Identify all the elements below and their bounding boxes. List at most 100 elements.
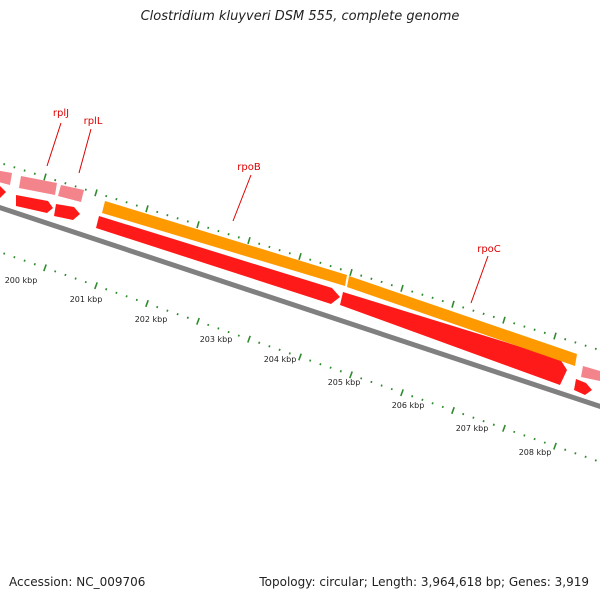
minor-tick	[33, 172, 36, 175]
minor-tick	[462, 306, 465, 309]
gene-feature	[54, 204, 80, 220]
minor-tick	[421, 293, 424, 296]
major-tick	[298, 353, 302, 361]
minor-tick	[390, 387, 393, 391]
major-tick	[451, 300, 455, 308]
gene-feature	[581, 366, 600, 381]
minor-tick	[380, 384, 383, 387]
minor-tick	[156, 305, 159, 309]
minor-tick	[421, 398, 424, 401]
minor-tick	[125, 295, 128, 298]
minor-tick	[288, 252, 291, 255]
minor-tick	[3, 252, 6, 255]
minor-tick	[329, 264, 332, 268]
gene-label-rpoC: rpoC	[477, 244, 501, 255]
scale-label: 202 kbp	[135, 315, 168, 324]
scale-label: 206 kbp	[392, 401, 425, 410]
minor-tick	[258, 242, 261, 245]
minor-tick	[523, 434, 526, 437]
minor-tick	[513, 430, 516, 434]
major-tick	[145, 205, 149, 213]
minor-tick	[584, 455, 587, 459]
minor-tick	[135, 298, 138, 302]
minor-tick	[74, 185, 77, 188]
minor-tick	[176, 313, 179, 316]
backbone-line	[0, 205, 600, 409]
major-tick	[145, 299, 149, 308]
scale-labels: 200 kbp 201 kbp 202 kbp 203 kbp 204 kbp …	[5, 276, 552, 457]
major-tick	[502, 316, 506, 324]
minor-tick	[431, 402, 434, 405]
major-tick	[400, 389, 404, 397]
minor-tick	[105, 288, 108, 291]
gene-feature-rpoC	[347, 276, 577, 366]
minor-tick	[523, 325, 526, 328]
minor-tick	[125, 201, 128, 204]
minor-tick	[64, 182, 67, 185]
gene-feature	[0, 186, 6, 198]
minor-tick	[564, 448, 567, 451]
minor-tick	[390, 283, 393, 287]
major-tick	[196, 221, 200, 229]
minor-tick	[309, 258, 312, 261]
minor-tick	[543, 331, 546, 335]
major-tick	[43, 173, 47, 181]
minor-tick	[115, 291, 118, 294]
minor-tick	[166, 309, 169, 312]
scale-label: 203 kbp	[200, 335, 233, 344]
minor-tick	[411, 395, 414, 398]
minor-tick	[360, 274, 363, 277]
gene-label-rplL: rplL	[84, 116, 103, 127]
gene-label-leader	[232, 174, 252, 222]
scale-label: 207 kbp	[456, 424, 489, 433]
major-tick	[400, 284, 404, 292]
minor-tick	[166, 213, 169, 217]
minor-tick	[227, 233, 230, 236]
minor-tick	[84, 280, 87, 284]
minor-tick	[33, 263, 36, 266]
gene-label-rpoB: rpoB	[237, 162, 261, 173]
minor-tick	[207, 323, 210, 327]
major-tick	[451, 406, 455, 415]
minor-tick	[380, 280, 383, 284]
minor-tick	[74, 277, 77, 280]
minor-tick	[13, 166, 16, 169]
gene-feature	[574, 379, 592, 395]
minor-tick	[319, 362, 322, 366]
minor-tick	[594, 347, 597, 351]
minor-tick	[492, 315, 495, 319]
minor-tick	[309, 359, 312, 362]
minor-tick	[176, 217, 179, 220]
major-tick	[349, 268, 353, 277]
scale-label: 200 kbp	[5, 276, 38, 285]
major-tick	[553, 332, 557, 340]
minor-tick	[564, 338, 567, 341]
minor-tick	[288, 352, 291, 355]
major-tick	[94, 189, 98, 197]
gene-label-leader	[78, 128, 92, 174]
gene-feature	[96, 216, 340, 304]
minor-tick	[54, 270, 57, 273]
map-title: Clostridium kluyveri DSM 555, complete g…	[140, 9, 460, 24]
minor-tick	[329, 366, 332, 369]
minor-tick	[207, 226, 210, 230]
minor-tick	[84, 188, 87, 191]
minor-tick	[237, 236, 240, 239]
minor-tick	[319, 261, 322, 265]
gene-feature	[19, 176, 57, 195]
minor-tick	[482, 420, 485, 423]
minor-tick	[543, 441, 546, 444]
minor-tick	[574, 452, 577, 455]
gene-label-leader	[46, 122, 62, 167]
minor-tick	[441, 405, 444, 409]
minor-tick	[472, 416, 475, 419]
scale-label: 204 kbp	[264, 355, 297, 364]
major-tick	[94, 282, 98, 290]
minor-tick	[217, 229, 220, 233]
major-tick	[553, 442, 557, 450]
minor-tick	[217, 327, 220, 330]
minor-tick	[533, 437, 536, 441]
minor-tick	[258, 341, 261, 344]
tick-track-upper	[3, 162, 597, 351]
